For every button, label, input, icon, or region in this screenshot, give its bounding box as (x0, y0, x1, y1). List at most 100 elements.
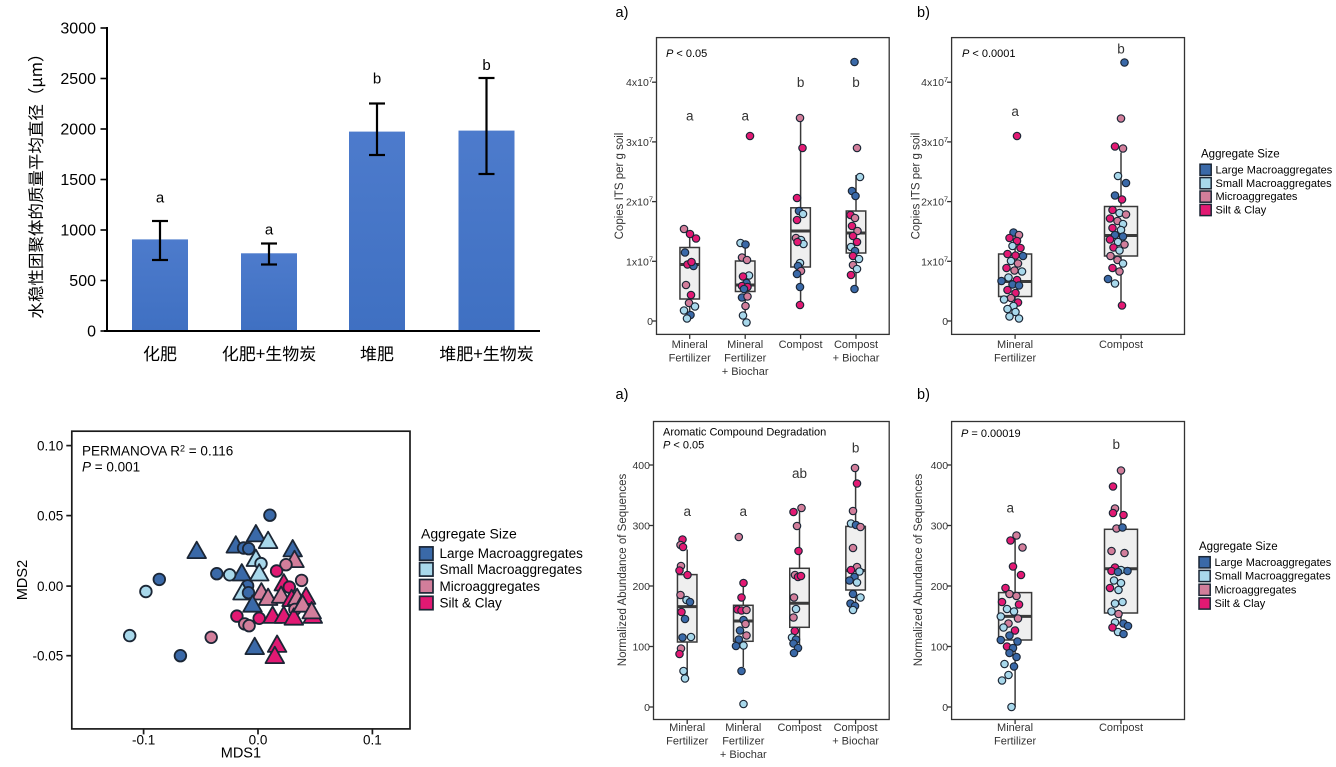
svg-text:Normalized Abundance of Sequen: Normalized Abundance of Sequences (913, 474, 925, 667)
svg-text:Mineral: Mineral (669, 722, 705, 734)
svg-text:Compost: Compost (777, 722, 821, 734)
svg-text:+ Biochar: + Biochar (833, 353, 880, 365)
svg-text:Normalized Abundance of Sequen: Normalized Abundance of Sequences (617, 474, 629, 667)
svg-text:0.10: 0.10 (37, 438, 63, 453)
svg-text:b): b) (917, 387, 930, 403)
svg-text:0.0: 0.0 (249, 733, 268, 748)
svg-text:b: b (1113, 437, 1121, 452)
svg-text:-0.1: -0.1 (132, 733, 155, 748)
svg-text:500: 500 (69, 273, 96, 290)
svg-text:Fertilizer: Fertilizer (994, 736, 1037, 748)
svg-text:0.05: 0.05 (37, 508, 63, 523)
svg-text:200: 200 (931, 581, 949, 593)
svg-text:PERMANOVA R2 = 0.116: PERMANOVA R2 = 0.116 (82, 444, 233, 459)
svg-text:0.1: 0.1 (363, 733, 382, 748)
svg-text:100: 100 (632, 642, 650, 654)
svg-text:Aggregate Size: Aggregate Size (1199, 541, 1278, 553)
svg-text:Fertilizer: Fertilizer (724, 353, 767, 365)
svg-text:Fertilizer: Fertilizer (994, 353, 1037, 365)
svg-text:100: 100 (931, 642, 949, 654)
svg-text:b: b (482, 57, 490, 74)
svg-text:3x107: 3x107 (626, 135, 653, 149)
svg-text:Mineral: Mineral (727, 339, 763, 351)
svg-text:Mineral: Mineral (725, 722, 761, 734)
svg-text:Compost: Compost (834, 722, 878, 734)
svg-text:Aggregate Size: Aggregate Size (421, 526, 517, 542)
svg-text:a: a (683, 504, 691, 519)
svg-text:+ Biochar: + Biochar (722, 366, 769, 378)
svg-text:Fertilizer: Fertilizer (669, 353, 712, 365)
svg-text:4x107: 4x107 (626, 75, 653, 89)
svg-text:b: b (852, 441, 860, 456)
svg-text:0: 0 (647, 316, 653, 328)
svg-text:a: a (265, 222, 274, 239)
svg-text:Fertilizer: Fertilizer (722, 736, 765, 748)
svg-text:Microaggregates: Microaggregates (1216, 191, 1298, 203)
svg-text:Fertilizer: Fertilizer (666, 736, 709, 748)
svg-text:400: 400 (632, 460, 650, 472)
svg-text:Silt & Clay: Silt & Clay (1215, 598, 1266, 610)
svg-text:Silt & Clay: Silt & Clay (440, 596, 503, 611)
svg-text:1500: 1500 (60, 172, 96, 189)
svg-text:1x107: 1x107 (921, 254, 948, 268)
svg-text:b: b (373, 71, 381, 88)
svg-text:Small Macroaggregates: Small Macroaggregates (1215, 571, 1332, 583)
svg-text:+ Biochar: + Biochar (832, 736, 879, 748)
svg-text:Aggregate Size: Aggregate Size (1201, 149, 1280, 161)
svg-text:Copies ITS per g soil: Copies ITS per g soil (911, 133, 923, 240)
svg-text:Copies ITS per g soil: Copies ITS per g soil (614, 133, 626, 240)
svg-text:MDS2: MDS2 (15, 560, 31, 600)
svg-text:P = 0.001: P = 0.001 (82, 460, 140, 475)
svg-text:Aromatic Compound Degradation: Aromatic Compound Degradation (663, 427, 826, 439)
svg-text:2x107: 2x107 (626, 195, 653, 209)
svg-text:0: 0 (942, 316, 948, 328)
svg-text:P < 0.0001: P < 0.0001 (962, 48, 1016, 60)
svg-text:ab: ab (792, 466, 807, 481)
svg-text:-0.05: -0.05 (33, 648, 64, 663)
svg-text:2x107: 2x107 (921, 195, 948, 209)
svg-text:Silt & Clay: Silt & Clay (1216, 205, 1267, 217)
svg-text:Compost: Compost (1099, 339, 1143, 351)
svg-text:a: a (156, 190, 165, 207)
svg-text:+ Biochar: + Biochar (720, 749, 767, 761)
svg-text:4x107: 4x107 (921, 75, 948, 89)
svg-text:b: b (852, 75, 860, 90)
svg-text:b: b (797, 75, 805, 90)
svg-text:300: 300 (632, 521, 650, 533)
svg-text:0: 0 (87, 324, 96, 341)
svg-text:2500: 2500 (60, 71, 96, 88)
svg-text:Large Macroaggregates: Large Macroaggregates (1215, 557, 1332, 569)
svg-text:Large Macroaggregates: Large Macroaggregates (440, 546, 584, 561)
svg-text:b: b (1117, 42, 1125, 57)
svg-text:Mineral: Mineral (997, 339, 1033, 351)
svg-text:P < 0.05: P < 0.05 (666, 48, 707, 60)
svg-text:0: 0 (942, 702, 948, 714)
svg-text:200: 200 (632, 581, 650, 593)
svg-text:P < 0.05: P < 0.05 (663, 440, 704, 452)
svg-text:1000: 1000 (60, 223, 96, 240)
svg-text:a: a (740, 504, 748, 519)
svg-text:Mineral: Mineral (672, 339, 708, 351)
svg-text:Small Macroaggregates: Small Macroaggregates (440, 562, 583, 577)
svg-text:400: 400 (931, 460, 949, 472)
svg-text:a): a) (616, 387, 629, 403)
svg-text:300: 300 (931, 521, 949, 533)
svg-text:Small Macroaggregates: Small Macroaggregates (1216, 178, 1333, 190)
svg-text:Compost: Compost (779, 339, 823, 351)
svg-text:P = 0.00019: P = 0.00019 (961, 428, 1021, 440)
svg-text:Compost: Compost (834, 339, 878, 351)
svg-text:a: a (1011, 104, 1019, 119)
svg-text:1x107: 1x107 (626, 254, 653, 268)
svg-text:MDS1: MDS1 (221, 746, 261, 762)
svg-text:a: a (1007, 501, 1015, 516)
svg-text:Large Macroaggregates: Large Macroaggregates (1216, 164, 1333, 176)
svg-text:a: a (686, 109, 694, 124)
svg-text:Microaggregates: Microaggregates (1215, 584, 1297, 596)
svg-text:a): a) (616, 5, 629, 21)
svg-text:0.00: 0.00 (37, 579, 63, 594)
svg-text:3000: 3000 (60, 21, 96, 38)
svg-text:2000: 2000 (60, 122, 96, 139)
svg-text:a: a (741, 109, 749, 124)
svg-text:Mineral: Mineral (997, 722, 1033, 734)
svg-text:b): b) (917, 5, 930, 21)
